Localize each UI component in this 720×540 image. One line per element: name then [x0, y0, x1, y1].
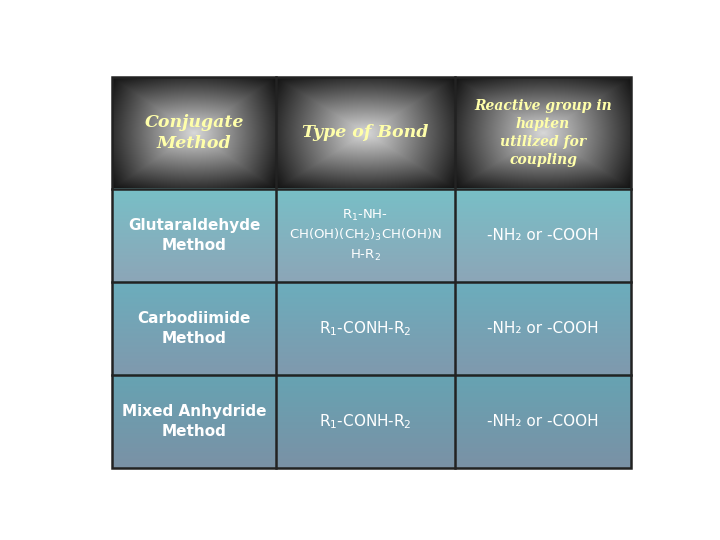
Text: Mixed Anhydride
Method: Mixed Anhydride Method	[122, 404, 266, 439]
Text: $\mathregular{R_1}$-NH-
CH(OH)($\mathregular{CH_2}$)$\mathregular{_3}$CH(OH)N
H-: $\mathregular{R_1}$-NH- CH(OH)($\mathreg…	[289, 207, 441, 263]
Text: Glutaraldehyde
Method: Glutaraldehyde Method	[128, 218, 260, 253]
Text: $\mathregular{R_1}$-CONH-$\mathregular{R_2}$: $\mathregular{R_1}$-CONH-$\mathregular{R…	[319, 319, 412, 338]
Text: Carbodiimide
Method: Carbodiimide Method	[138, 311, 251, 346]
Text: Reactive group in
hapten
utilized for
coupling: Reactive group in hapten utilized for co…	[474, 99, 612, 167]
Text: Type of Bond: Type of Bond	[302, 125, 428, 141]
Text: -NH₂ or -COOH: -NH₂ or -COOH	[487, 414, 599, 429]
Text: $\mathregular{R_1}$-CONH-$\mathregular{R_2}$: $\mathregular{R_1}$-CONH-$\mathregular{R…	[319, 412, 412, 431]
Text: -NH₂ or -COOH: -NH₂ or -COOH	[487, 321, 599, 336]
Text: Conjugate
Method: Conjugate Method	[145, 114, 244, 152]
Text: -NH₂ or -COOH: -NH₂ or -COOH	[487, 228, 599, 243]
